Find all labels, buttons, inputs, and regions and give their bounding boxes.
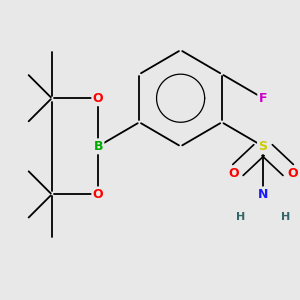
Text: O: O bbox=[93, 188, 104, 201]
Text: O: O bbox=[93, 92, 104, 105]
Text: H: H bbox=[236, 212, 245, 222]
Text: H: H bbox=[281, 212, 290, 222]
Text: B: B bbox=[93, 140, 103, 153]
Text: O: O bbox=[287, 167, 298, 180]
Text: N: N bbox=[258, 188, 268, 201]
Text: S: S bbox=[259, 140, 268, 153]
Text: O: O bbox=[229, 167, 239, 180]
Text: F: F bbox=[259, 92, 267, 105]
